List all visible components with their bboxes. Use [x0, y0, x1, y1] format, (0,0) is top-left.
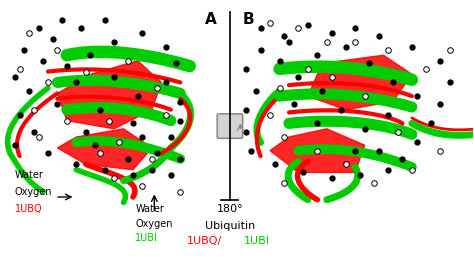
Text: 180°: 180° — [217, 204, 243, 214]
Polygon shape — [270, 129, 365, 172]
Text: Oxygen: Oxygen — [136, 219, 173, 229]
Text: Oxygen: Oxygen — [15, 187, 52, 196]
Text: 1UBQ: 1UBQ — [15, 204, 43, 214]
FancyBboxPatch shape — [217, 114, 243, 138]
Text: A: A — [205, 12, 217, 27]
Polygon shape — [57, 129, 152, 170]
Text: Ubiquitin: Ubiquitin — [205, 221, 255, 231]
Text: B: B — [243, 12, 254, 27]
Text: Water: Water — [15, 170, 44, 180]
Text: 1UBQ/: 1UBQ/ — [187, 236, 222, 246]
Text: 1UBI: 1UBI — [136, 233, 158, 243]
Polygon shape — [308, 55, 412, 110]
Text: Water: Water — [136, 204, 164, 214]
Polygon shape — [57, 61, 161, 129]
Text: 1UBI: 1UBI — [244, 236, 270, 246]
